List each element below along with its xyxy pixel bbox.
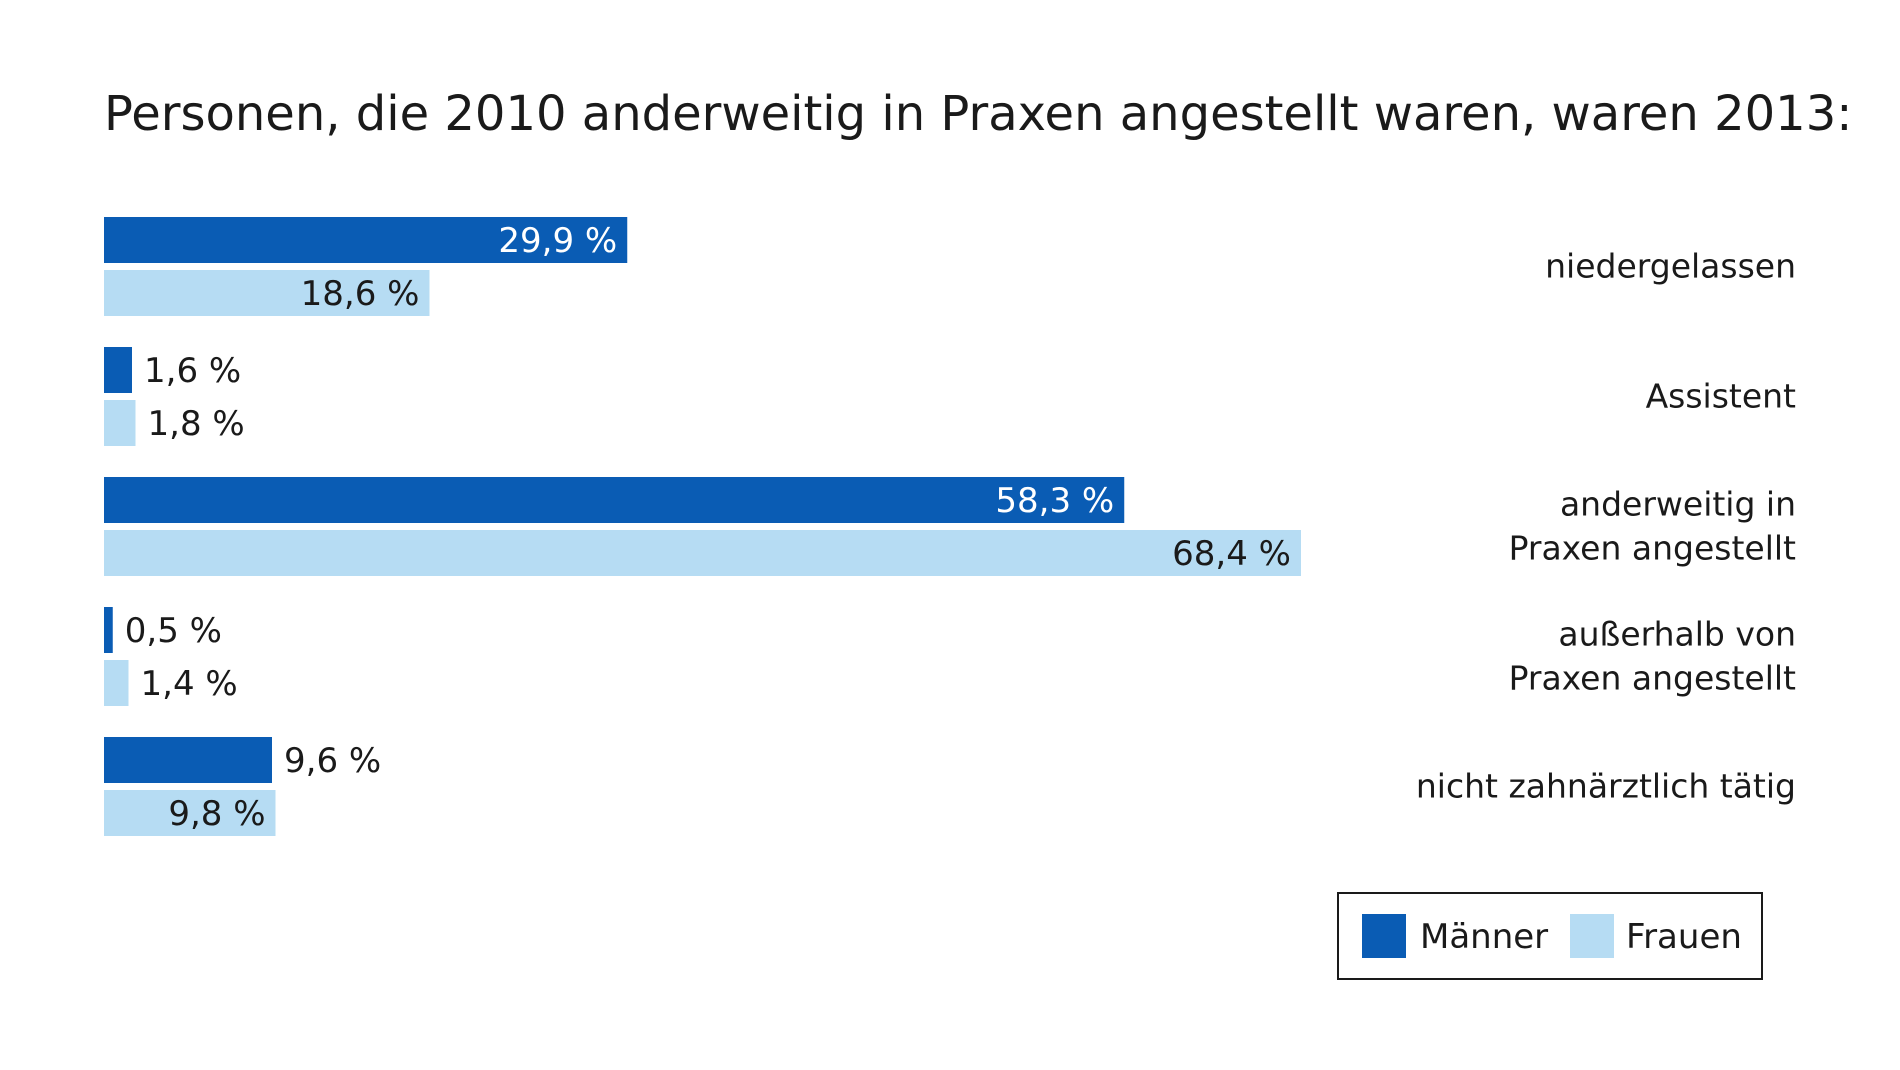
bar-anderweitig-in-praxen-angestellt-frauen <box>104 530 1301 576</box>
bar-nicht-zahnaerztlich-taetig-frauen <box>104 790 276 836</box>
bar-assistent-maenner <box>104 347 132 393</box>
category-labels-group: niedergelassen Assistent anderweitig in Pra… <box>1416 247 1796 806</box>
category-label-anderweitig-in-praxen-angestellt-line-1: anderweitig in <box>1560 485 1796 524</box>
value-label-anderweitig-in-praxen-angestellt-frauen: 68,4 % <box>1172 534 1291 574</box>
bar-niedergelassen-maenner <box>104 217 628 263</box>
bar-niedergelassen-frauen <box>104 270 430 316</box>
bars-group: 29,9 % 18,6 % 1,6 % 1,8 % 58,3 % 68,4 % 0,5 % 1… <box>104 217 1301 836</box>
value-label-anderweitig-in-praxen-angestellt-maenner: 58,3 % <box>995 481 1114 521</box>
legend-label-frauen: Frauen <box>1626 917 1742 957</box>
bar-nicht-zahnaerztlich-taetig-maenner <box>104 737 272 783</box>
category-label-assistent: Assistent <box>1646 377 1796 416</box>
category-label-niedergelassen: niedergelassen <box>1545 247 1796 286</box>
value-label-nicht-zahnaerztlich-taetig-frauen: 9,8 % <box>168 794 265 834</box>
bar-ausserhalb-von-praxen-angestellt-maenner <box>104 607 113 653</box>
value-label-ausserhalb-von-praxen-angestellt-frauen: 1,4 % <box>141 664 238 704</box>
legend-frame <box>1337 892 1763 980</box>
legend-swatch-frauen <box>1570 914 1614 958</box>
bar-ausserhalb-von-praxen-angestellt-frauen <box>104 660 129 706</box>
value-label-assistent-maenner: 1,6 % <box>144 351 241 391</box>
value-label-ausserhalb-von-praxen-angestellt-maenner: 0,5 % <box>125 611 222 651</box>
category-label-anderweitig-in-praxen-angestellt-line-2: Praxen angestellt <box>1509 529 1796 568</box>
value-label-niedergelassen-frauen: 18,6 % <box>301 274 420 314</box>
bar-anderweitig-in-praxen-angestellt-maenner <box>104 477 1125 523</box>
legend-swatch-maenner <box>1362 914 1406 958</box>
chart-title: Personen, die 2010 anderweitig in Praxen… <box>104 86 1852 142</box>
legend: Männer Frauen <box>1337 892 1763 980</box>
category-label-ausserhalb-von-praxen-angestellt-line-1: außerhalb von <box>1558 615 1796 654</box>
category-label-nicht-zahnaerztlich-taetig: nicht zahnärztlich tätig <box>1416 767 1796 806</box>
value-label-nicht-zahnaerztlich-taetig-maenner: 9,6 % <box>284 741 381 781</box>
category-label-ausserhalb-von-praxen-angestellt-line-2: Praxen angestellt <box>1509 659 1796 698</box>
legend-label-maenner: Männer <box>1420 917 1548 957</box>
value-label-assistent-frauen: 1,8 % <box>148 404 245 444</box>
bar-assistent-frauen <box>104 400 136 446</box>
value-label-niedergelassen-maenner: 29,9 % <box>498 221 617 261</box>
